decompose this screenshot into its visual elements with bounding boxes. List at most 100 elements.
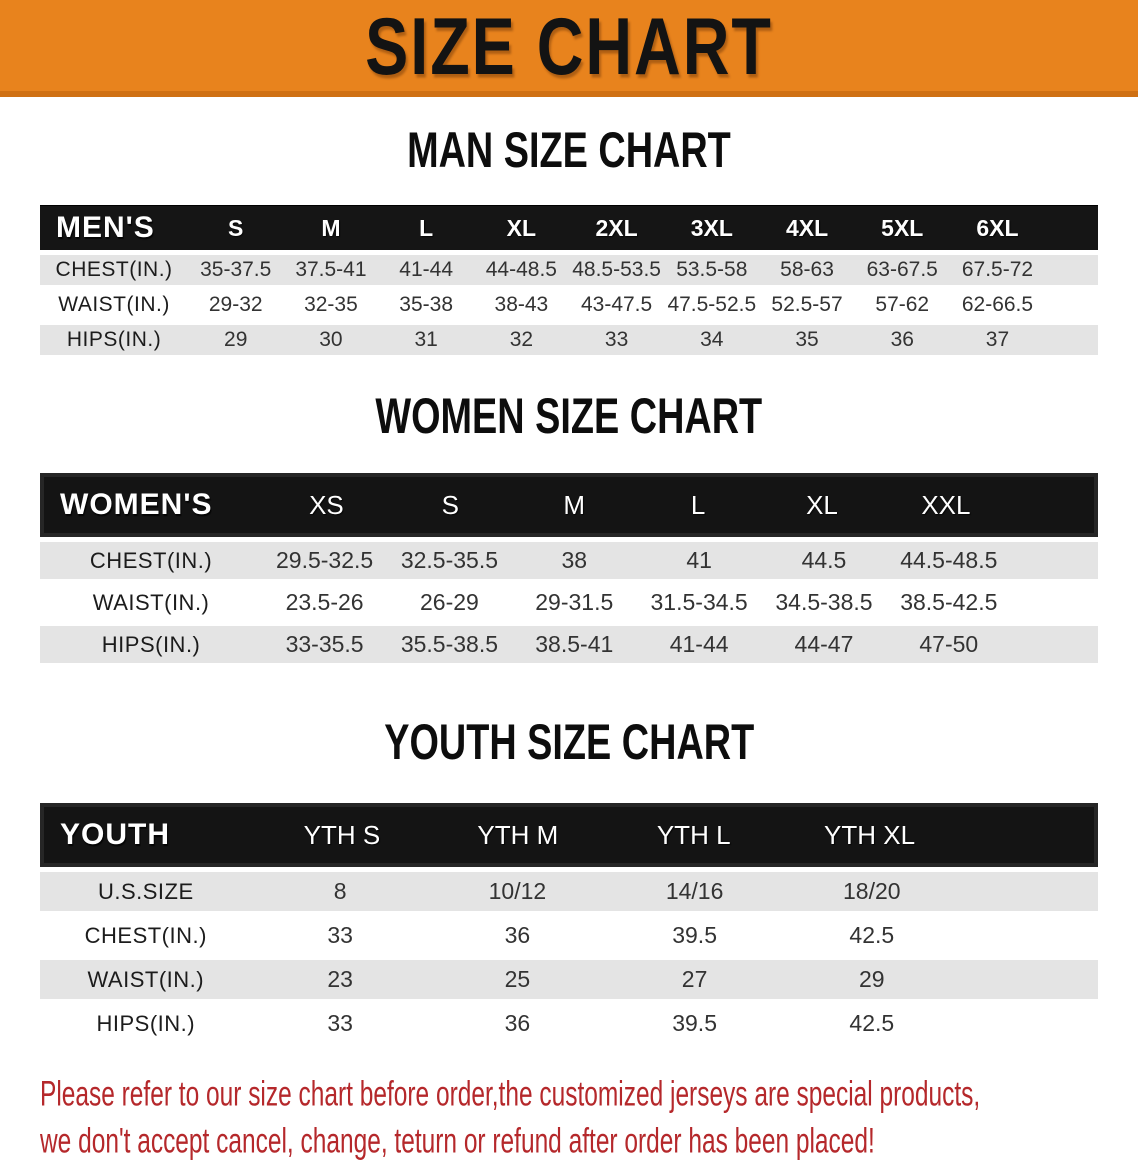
- youth-cell-0-3: 18/20: [843, 878, 901, 904]
- youth-size-header-3: YTH XL: [824, 819, 916, 850]
- men-cell-0-6: 58-63: [780, 258, 834, 281]
- youth-cell-0-0: 8: [333, 878, 347, 904]
- women-cell-0-1: 32.5-35.5: [400, 547, 499, 573]
- men-size-header-2: L: [419, 214, 434, 241]
- youth-row-label: CHEST(IN.): [84, 922, 207, 948]
- disclaimer-line-2: we don't accept cancel, change, teturn o…: [40, 1121, 875, 1161]
- men-cell-1-0: 29-32: [208, 293, 263, 316]
- women-cell-2-5: 47-50: [919, 631, 979, 657]
- women-cell-1-2: 29-31.5: [535, 589, 614, 615]
- men-section-heading: MAN SIZE CHART: [0, 123, 1138, 185]
- women-cell-1-4: 34.5-38.5: [775, 589, 873, 615]
- youth-corner-label: YOUTH: [60, 818, 170, 851]
- youth-section-heading: YOUTH SIZE CHART: [0, 715, 1138, 777]
- youth-cell-3-2: 39.5: [672, 1010, 717, 1036]
- women-corner-label: WOMEN'S: [60, 488, 213, 521]
- men-table-row: CHEST(IN.) 35-37.5 37.5-41 41-44 44-48.5 48.5…: [40, 255, 1098, 285]
- womens-size-table: WOMEN'S XS S M L XL XXL CHEST(IN.) 29.5-32.5 32.5…: [40, 473, 1098, 663]
- banner-title: SIZE CHART: [365, 0, 773, 91]
- men-cell-0-1: 37.5-41: [295, 258, 367, 281]
- men-table-row: HIPS(IN.) 29 30 31 32 33 34 35 36 37: [40, 325, 1098, 355]
- youth-size-table: YOUTH YTH S YTH M YTH L YTH XL U.S.SIZE 8 10/12…: [40, 803, 1098, 1043]
- youth-table-row: U.S.SIZE 8 10/12 14/16 18/20: [40, 872, 1098, 911]
- men-cell-1-5: 47.5-52.5: [667, 293, 757, 316]
- men-size-header-6: 4XL: [785, 214, 829, 241]
- men-cell-2-2: 31: [414, 328, 438, 351]
- men-cell-0-0: 35-37.5: [200, 258, 272, 281]
- men-cell-1-6: 52.5-57: [771, 293, 843, 316]
- men-size-header-8: 6XL: [976, 214, 1019, 241]
- men-corner-label: MEN'S: [56, 211, 155, 244]
- men-cell-2-7: 36: [890, 328, 914, 351]
- women-section-heading: WOMEN SIZE CHART: [0, 389, 1138, 451]
- women-cell-2-2: 38.5-41: [535, 631, 614, 657]
- men-cell-0-7: 63-67.5: [866, 258, 938, 281]
- men-row-label: WAIST(IN.): [58, 293, 170, 316]
- men-cell-0-3: 44-48.5: [485, 258, 557, 281]
- women-cell-0-2: 38: [561, 547, 588, 573]
- men-cell-2-4: 33: [604, 328, 629, 351]
- men-size-header-1: M: [321, 214, 341, 241]
- youth-cell-1-3: 42.5: [849, 922, 895, 948]
- men-size-header-0: S: [228, 214, 244, 241]
- disclaimer-line-1: Please refer to our size chart before or…: [40, 1074, 981, 1114]
- youth-cell-1-1: 36: [504, 922, 531, 948]
- women-size-header-0: XS: [309, 489, 344, 520]
- youth-section-heading-text: YOUTH SIZE CHART: [383, 715, 754, 771]
- men-row-label: CHEST(IN.): [55, 258, 173, 281]
- women-cell-2-0: 33-35.5: [285, 631, 364, 657]
- men-cell-1-2: 35-38: [399, 293, 454, 316]
- men-size-header-4: 2XL: [595, 214, 638, 241]
- youth-size-header-2: YTH L: [656, 819, 731, 850]
- youth-cell-2-0: 23: [327, 966, 353, 992]
- men-cell-1-4: 43-47.5: [580, 293, 653, 316]
- men-cell-0-8: 67.5-72: [961, 258, 1034, 281]
- men-cell-2-5: 34: [700, 328, 724, 351]
- men-size-header-3: XL: [506, 214, 537, 241]
- men-cell-1-7: 57-62: [875, 293, 930, 316]
- men-cell-1-8: 62-66.5: [961, 293, 1034, 316]
- youth-size-header-1: YTH M: [477, 819, 559, 850]
- women-cell-1-5: 38.5-42.5: [900, 589, 998, 615]
- women-table-header-row: WOMEN'S XS S M L XL XXL: [40, 473, 1098, 537]
- men-cell-1-1: 32-35: [304, 293, 358, 316]
- youth-row-label: WAIST(IN.): [87, 966, 205, 992]
- men-cell-2-8: 37: [985, 328, 1010, 351]
- youth-size-header-0: YTH S: [303, 819, 381, 850]
- women-cell-0-4: 44.5: [801, 547, 847, 573]
- youth-cell-3-1: 36: [504, 1010, 531, 1036]
- women-cell-1-3: 31.5-34.5: [650, 589, 748, 615]
- youth-row-label: HIPS(IN.): [96, 1010, 196, 1036]
- women-cell-1-0: 23.5-26: [285, 589, 364, 615]
- women-row-label: WAIST(IN.): [92, 589, 210, 615]
- youth-table-row: WAIST(IN.) 23 25 27 29: [40, 960, 1098, 999]
- youth-table-header-row: YOUTH YTH S YTH M YTH L YTH XL: [40, 803, 1098, 867]
- men-cell-1-3: 38-43: [494, 293, 549, 316]
- men-size-chart-section: MAN SIZE CHART MEN'S S M L XL 2XL 3XL 4XL 5XL 6XL…: [0, 123, 1138, 355]
- youth-cell-0-1: 10/12: [488, 878, 547, 904]
- women-table-row: HIPS(IN.) 33-35.5 35.5-38.5 38.5-41 41-44 44-…: [40, 626, 1098, 663]
- men-size-header-7: 5XL: [881, 214, 924, 241]
- youth-cell-1-2: 39.5: [672, 922, 717, 948]
- youth-cell-0-2: 14/16: [665, 878, 724, 904]
- youth-row-label: U.S.SIZE: [97, 878, 194, 904]
- men-cell-2-0: 29: [224, 328, 248, 351]
- men-size-header-5: 3XL: [690, 214, 733, 241]
- women-size-header-4: XL: [806, 489, 838, 520]
- women-cell-1-1: 26-29: [420, 589, 479, 615]
- women-cell-2-4: 44-47: [794, 631, 854, 657]
- youth-table-row: HIPS(IN.) 33 36 39.5 42.5: [40, 1004, 1098, 1043]
- women-table-row: WAIST(IN.) 23.5-26 26-29 29-31.5 31.5-34.5 34…: [40, 584, 1098, 621]
- youth-cell-3-3: 42.5: [849, 1010, 895, 1036]
- women-row-label: HIPS(IN.): [101, 631, 201, 657]
- women-cell-2-3: 41-44: [669, 631, 729, 657]
- size-chart-banner: SIZE CHART: [0, 0, 1138, 97]
- men-section-heading-text: MAN SIZE CHART: [407, 123, 731, 179]
- women-size-header-3: L: [690, 489, 706, 520]
- men-cell-0-4: 48.5-53.5: [572, 258, 661, 281]
- women-cell-0-0: 29.5-32.5: [275, 547, 374, 573]
- youth-cell-3-0: 33: [327, 1010, 353, 1036]
- youth-cell-1-0: 33: [327, 922, 353, 948]
- men-row-label: HIPS(IN.): [66, 328, 162, 351]
- youth-size-chart-section: YOUTH SIZE CHART YOUTH YTH S YTH M YTH L YTH…: [0, 715, 1138, 1043]
